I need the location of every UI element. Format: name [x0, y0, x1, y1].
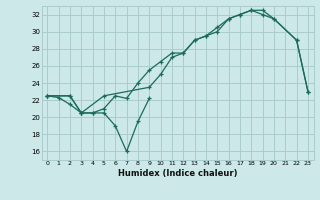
X-axis label: Humidex (Indice chaleur): Humidex (Indice chaleur): [118, 169, 237, 178]
